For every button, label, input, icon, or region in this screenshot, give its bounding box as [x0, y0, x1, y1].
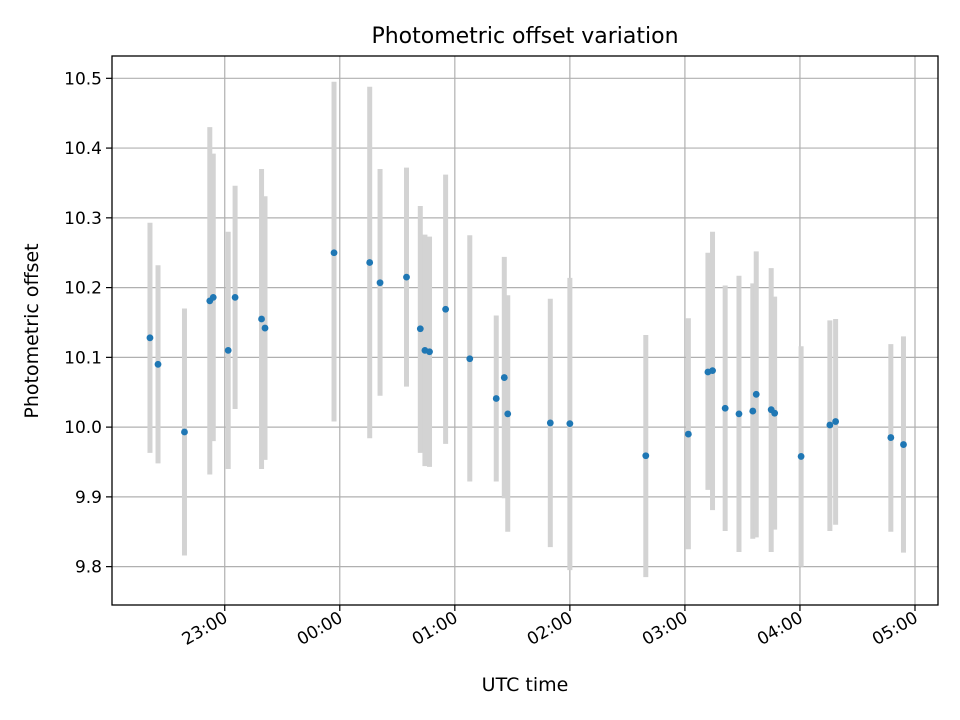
y-tick-label: 10.4 [64, 139, 102, 159]
y-tick-label: 10.5 [64, 69, 102, 89]
data-point [546, 419, 554, 427]
data-point [500, 374, 508, 381]
data-point [258, 315, 265, 323]
chart-title: Photometric offset variation [371, 24, 678, 49]
data-point [826, 421, 834, 429]
data-point [376, 279, 384, 287]
data-point [642, 452, 650, 460]
y-tick-label: 10.1 [64, 348, 102, 368]
data-point [181, 428, 188, 436]
data-point [797, 453, 805, 460]
data-point [771, 409, 779, 417]
y-tick-label: 9.8 [75, 558, 102, 578]
data-point [504, 410, 512, 418]
y-tick-label: 10.3 [64, 209, 102, 229]
data-points [146, 249, 907, 460]
x-axis-label: UTC time [482, 674, 569, 696]
data-point [752, 390, 760, 398]
data-point [154, 360, 162, 368]
data-point [566, 420, 574, 428]
data-point [146, 334, 154, 342]
data-point [426, 348, 433, 356]
data-point [709, 367, 716, 375]
data-point [231, 293, 239, 301]
y-tick-label: 10.0 [64, 418, 102, 438]
y-axis: 9.8 9.9 10.0 10.1 10.2 10.3 10.4 10.5 [64, 69, 112, 578]
data-point [735, 410, 743, 418]
data-point [442, 305, 450, 313]
data-point [684, 430, 692, 438]
y-axis-label: Photometric offset [21, 243, 43, 418]
data-point [900, 441, 907, 448]
data-point [330, 249, 338, 257]
data-point [366, 259, 374, 266]
data-point [403, 273, 410, 281]
data-point [832, 418, 840, 425]
data-point [887, 434, 895, 441]
data-point [261, 324, 269, 332]
data-point [466, 355, 474, 363]
data-point [209, 293, 217, 301]
y-tick-label: 10.2 [64, 279, 102, 299]
data-point [416, 325, 424, 333]
data-point [492, 395, 500, 402]
y-tick-label: 9.9 [75, 488, 102, 508]
data-point [224, 346, 232, 354]
data-point [749, 407, 757, 415]
data-point [721, 404, 729, 412]
plot-frame [111, 55, 939, 606]
